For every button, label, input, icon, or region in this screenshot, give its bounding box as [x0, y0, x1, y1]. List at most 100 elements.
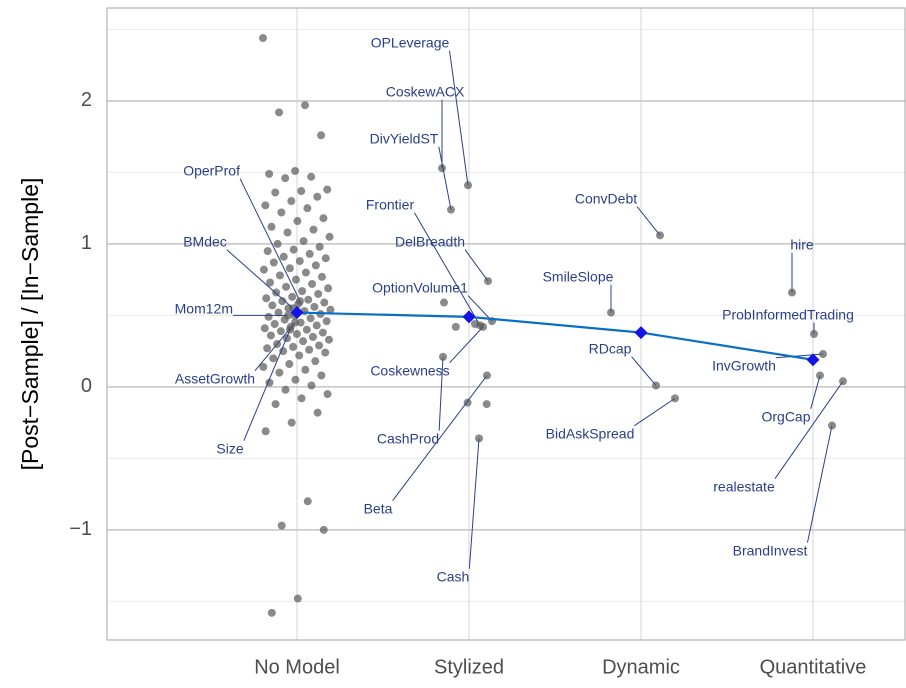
point	[301, 365, 310, 374]
point	[259, 362, 268, 371]
point-label: InvGrowth	[712, 358, 776, 374]
point	[291, 318, 299, 327]
point	[324, 335, 333, 344]
point	[263, 344, 272, 353]
point	[325, 232, 334, 241]
label-leader	[634, 397, 676, 427]
point	[275, 271, 284, 280]
point	[312, 321, 321, 330]
point	[315, 242, 324, 251]
label-leader	[467, 295, 493, 322]
y-tick-label: 0	[81, 375, 92, 397]
label-leader	[449, 326, 484, 364]
point	[323, 390, 332, 399]
point	[284, 311, 292, 320]
point	[291, 275, 300, 284]
point	[311, 261, 320, 270]
point	[324, 284, 333, 293]
point	[277, 521, 286, 530]
point	[301, 268, 310, 277]
point	[656, 231, 664, 240]
point	[271, 188, 280, 197]
point	[306, 314, 315, 323]
point	[301, 101, 310, 110]
point	[265, 169, 274, 178]
mean-marker	[290, 306, 304, 320]
point	[447, 205, 455, 214]
point	[440, 298, 448, 307]
point-label: OPLeverage	[371, 35, 450, 51]
label-leader	[243, 329, 291, 441]
point-label: CoskewACX	[386, 84, 465, 100]
mean-marker	[462, 310, 476, 324]
panel-border	[106, 7, 906, 641]
point	[438, 164, 446, 173]
label-leader	[775, 353, 824, 359]
point	[277, 208, 286, 217]
point	[297, 187, 306, 196]
point	[278, 297, 287, 306]
y-axis-title: [Post−Sample] / [In−Sample]	[17, 178, 43, 471]
point	[291, 375, 300, 384]
label-leader	[806, 425, 833, 543]
point	[289, 245, 298, 254]
point	[266, 331, 275, 340]
point	[302, 325, 311, 334]
point	[320, 298, 329, 307]
point-label: CashProd	[377, 431, 439, 447]
label-leader	[774, 380, 844, 479]
point	[313, 192, 322, 201]
point-label: BMdec	[183, 234, 227, 250]
point	[315, 341, 324, 350]
label-leader	[464, 249, 489, 282]
point	[296, 297, 304, 306]
point	[828, 421, 836, 430]
point	[261, 427, 270, 436]
point-label: OptionVolume1	[372, 280, 468, 296]
point	[652, 381, 660, 390]
point	[264, 312, 273, 321]
label-leader	[468, 438, 480, 569]
point	[263, 247, 272, 256]
point	[314, 289, 323, 298]
point	[298, 287, 307, 296]
point	[319, 214, 328, 223]
label-leader	[438, 356, 444, 431]
point-label: BrandInvest	[733, 543, 808, 559]
point-label: realestate	[713, 479, 775, 495]
point	[788, 288, 796, 297]
label-leader	[392, 375, 488, 502]
point	[281, 174, 290, 183]
point	[269, 354, 278, 363]
point	[310, 302, 319, 311]
y-tick-label: −1	[69, 518, 92, 540]
point	[323, 185, 332, 194]
label-leader	[636, 206, 661, 236]
point	[288, 292, 297, 301]
point	[296, 318, 305, 327]
point	[819, 350, 827, 359]
point	[305, 249, 314, 258]
point	[311, 357, 320, 366]
point-label: Beta	[364, 501, 393, 517]
point-label: DivYieldST	[370, 131, 439, 147]
y-tick-label: 1	[81, 232, 92, 254]
point	[308, 332, 317, 341]
x-tick-label: No Model	[254, 656, 340, 678]
point-label: Size	[216, 441, 243, 457]
point	[309, 225, 318, 234]
point	[266, 278, 275, 287]
point-label: OrgCap	[761, 409, 810, 425]
point	[299, 237, 308, 246]
point	[287, 197, 296, 206]
point	[319, 525, 328, 534]
mean-line	[296, 311, 814, 361]
point	[261, 201, 270, 210]
point	[275, 368, 284, 377]
point-label: hire	[790, 237, 814, 253]
point-label: ProbInformedTrading	[722, 307, 854, 323]
point	[326, 305, 335, 314]
point-label: BidAskSpread	[546, 426, 635, 442]
point	[260, 324, 269, 333]
